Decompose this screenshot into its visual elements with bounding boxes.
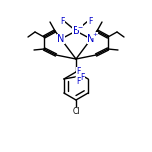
Text: F: F [88,17,92,26]
Text: F: F [60,17,64,26]
Text: N: N [57,34,65,44]
Text: F: F [77,78,81,86]
Text: −: − [77,24,83,29]
Text: B: B [73,26,79,36]
Text: Cl: Cl [72,107,80,116]
Text: F: F [81,73,85,81]
Text: +: + [92,33,98,38]
Text: N: N [87,34,95,44]
Text: F: F [77,67,81,76]
